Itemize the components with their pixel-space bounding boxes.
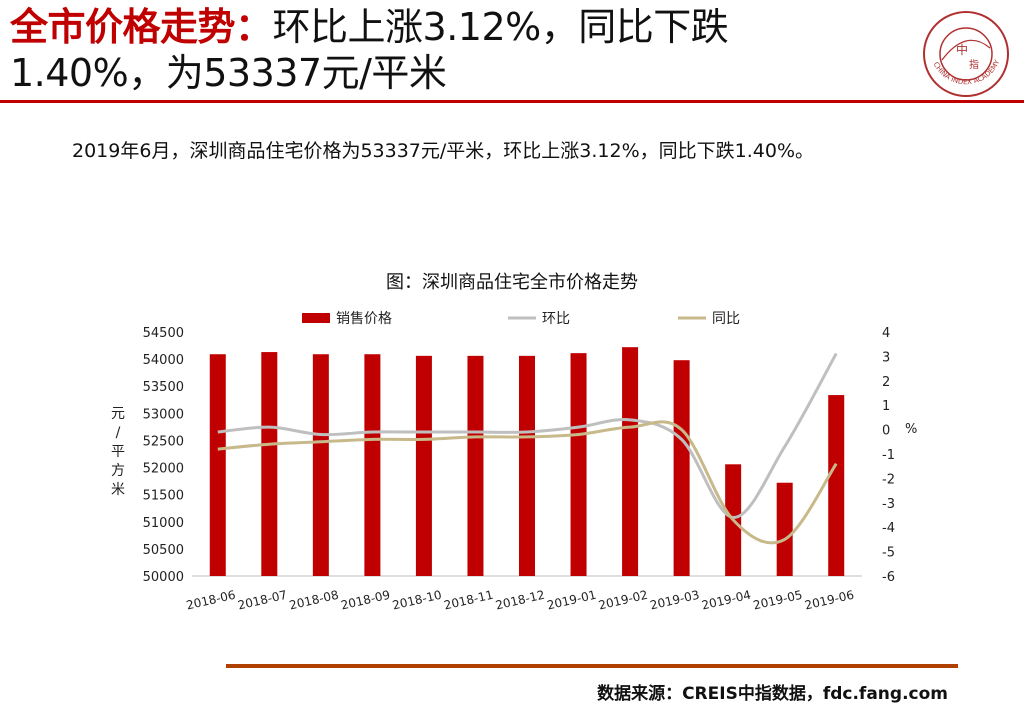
price-bar [415,355,432,576]
y-tick-label: 53000 [143,407,184,422]
chart-title: 图：深圳商品住宅全市价格走势 [386,272,638,293]
legend-item-price-swatch [302,313,330,323]
x-tick-label: 2019-06 [803,588,855,613]
y-tick-label: 50500 [143,543,184,558]
y2-tick-label: -4 [882,521,895,536]
y2-tick-label: -5 [882,546,895,561]
line-series [217,352,838,545]
x-tick-label: 2018-11 [443,588,495,613]
price-bar [622,347,639,576]
y2-tick-label: -2 [882,472,895,487]
price-bar [312,354,329,576]
y-axis-label: 元/平方米 [111,406,125,498]
y-tick-label: 51500 [143,489,184,504]
y-tick-label: 53500 [143,380,184,395]
price-bar [261,352,278,576]
x-tick-label: 2018-09 [339,588,391,613]
legend-item-mom-label: 环比 [542,311,570,327]
y2-tick-label: -6 [882,570,895,585]
summary-text: 2019年6月，深圳商品住宅价格为53337元/平米，环比上涨3.12%，同比下… [72,140,815,162]
logo-center-text: 中 [956,42,968,57]
x-tick-label: 2019-02 [597,588,649,613]
title-line-1: 全市价格走势：环比上涨3.12%，同比下跌 [10,4,910,50]
y2-tick-label: -1 [882,448,895,463]
y2-tick-label: 1 [882,399,890,414]
y2-tick-label: 4 [882,326,890,341]
x-tick-label: 2019-04 [700,588,752,613]
china-index-academy-logo: 中 指 CHINA INDEX ACADEMY [923,11,1009,97]
price-bar [828,395,845,576]
y-tick-label: 51000 [143,516,184,531]
legend-item-price-label: 销售价格 [336,311,392,327]
y2-tick-label: 0 [882,424,890,439]
mom-line [217,352,838,519]
y-tick-label: 50000 [143,570,184,585]
price-bar [519,355,535,576]
y-tick-label: 54000 [143,353,184,368]
x-tick-label: 2018-12 [494,588,546,613]
title-line-2: 1.40%，为53337元/平米 [10,51,447,95]
price-bar [673,360,690,576]
yoy-line [217,420,838,545]
price-bar [209,354,226,576]
chart-legend: 销售价格 环比 同比 [302,311,740,327]
y-tick-label: 52500 [143,434,184,449]
page-title: 全市价格走势：环比上涨3.12%，同比下跌 1.40%，为53337元/平米 [10,4,910,96]
x-tick-label: 2018-10 [391,588,443,613]
title-highlight: 全市价格走势： [10,5,273,49]
x-tick-label: 2018-08 [288,588,340,613]
title-rest: 环比上涨3.12%，同比下跌 [272,5,729,49]
x-tick-label: 2019-05 [752,588,804,613]
y2-tick-label: -3 [882,497,895,512]
data-source: 数据来源：CREIS中指数据，fdc.fang.com [597,684,948,704]
title-divider [0,100,1024,103]
y2-tick-label: 3 [882,350,890,365]
x-tick-label: 2019-01 [546,588,598,613]
legend-item-yoy-label: 同比 [712,311,740,327]
price-bar [776,482,793,576]
logo-sub-text: 指 [969,58,979,71]
y2-tick-label: 2 [882,375,890,390]
price-bar [570,353,587,576]
y-tick-label: 54500 [143,326,184,341]
x-tick-label: 2018-06 [185,588,237,613]
price-bar [364,354,381,576]
price-bar [467,355,484,576]
y-tick-label: 52000 [143,462,184,477]
bar-series [209,347,845,576]
chart-axes: 54500 54000 53500 53000 52500 52000 51500 51000… [111,326,917,613]
x-tick-label: 2019-03 [649,588,701,613]
x-tick-label: 2018-07 [236,588,288,613]
footer-divider [226,664,958,668]
y2-axis-label: % [905,422,917,437]
